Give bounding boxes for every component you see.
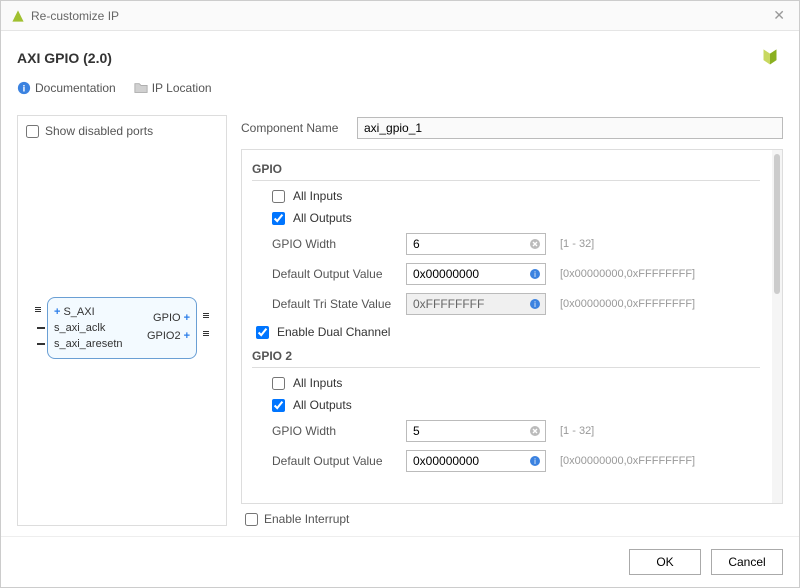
gpio2-width-row: GPIO Width [1 - 32] — [252, 420, 760, 442]
main-area: Show disabled ports +S_AXI s_axi_aclk s_… — [1, 105, 799, 536]
gpio-all-outputs-checkbox[interactable] — [272, 212, 285, 225]
ip-location-label: IP Location — [152, 81, 212, 95]
gpio-section-title: GPIO — [252, 162, 760, 181]
button-bar: OK Cancel — [1, 536, 799, 587]
pin-stub-aclk — [37, 327, 45, 329]
gpio2-all-outputs-row[interactable]: All Outputs — [252, 398, 760, 412]
app-logo-icon — [11, 9, 25, 23]
port-gpio: GPIO+ — [153, 312, 190, 324]
gpio2-default-out-input[interactable] — [406, 450, 546, 472]
enable-dual-row[interactable]: Enable Dual Channel — [252, 325, 760, 339]
block-preview: +S_AXI s_axi_aclk s_axi_aresetn GPIO+ GP… — [26, 138, 218, 517]
gpio2-width-range: [1 - 32] — [560, 425, 594, 437]
vendor-logo-icon — [757, 45, 783, 71]
cancel-button[interactable]: Cancel — [711, 549, 783, 575]
gpio-width-range: [1 - 32] — [560, 238, 594, 250]
gpio-tri-input — [406, 293, 546, 315]
gpio2-all-outputs-label: All Outputs — [293, 398, 352, 412]
component-name-input[interactable] — [357, 117, 783, 139]
header: AXI GPIO (2.0) — [1, 31, 799, 81]
info-icon[interactable]: i — [529, 455, 541, 467]
gpio-all-inputs-label: All Inputs — [293, 189, 342, 203]
documentation-label: Documentation — [35, 81, 116, 95]
svg-text:i: i — [534, 300, 536, 309]
port-aresetn: s_axi_aresetn — [54, 338, 123, 350]
component-name-label: Component Name — [241, 121, 349, 135]
gpio2-default-out-row: Default Output Value i [0x00000000,0xFFF… — [252, 450, 760, 472]
clear-icon[interactable] — [529, 238, 541, 250]
gpio-default-out-row: Default Output Value i [0x00000000,0xFFF… — [252, 263, 760, 285]
gpio-tri-range: [0x00000000,0xFFFFFFFF] — [560, 298, 695, 310]
documentation-link[interactable]: i Documentation — [17, 81, 116, 95]
ip-location-link[interactable]: IP Location — [134, 81, 212, 95]
gpio-width-row: GPIO Width [1 - 32] — [252, 233, 760, 255]
gpio-width-label: GPIO Width — [272, 237, 398, 251]
config-panel: Component Name GPIO All Inputs All Outpu… — [241, 115, 783, 526]
gpio2-section-title: GPIO 2 — [252, 349, 760, 368]
gpio2-width-label: GPIO Width — [272, 424, 398, 438]
enable-dual-checkbox[interactable] — [256, 326, 269, 339]
enable-interrupt-label: Enable Interrupt — [264, 512, 349, 526]
gpio-all-inputs-row[interactable]: All Inputs — [252, 189, 760, 203]
svg-text:i: i — [23, 84, 26, 95]
pin-stub-aresetn — [37, 343, 45, 345]
scroll-area: GPIO All Inputs All Outputs GPIO Width — [241, 149, 783, 504]
gpio-default-out-range: [0x00000000,0xFFFFFFFF] — [560, 268, 695, 280]
gpio2-width-input[interactable] — [406, 420, 546, 442]
gpio-tri-row: Default Tri State Value i [0x00000000,0x… — [252, 293, 760, 315]
gpio-all-outputs-label: All Outputs — [293, 211, 352, 225]
gpio2-all-inputs-row[interactable]: All Inputs — [252, 376, 760, 390]
window-title: Re-customize IP — [31, 9, 769, 23]
ok-button[interactable]: OK — [629, 549, 701, 575]
gpio2-all-outputs-checkbox[interactable] — [272, 399, 285, 412]
info-icon[interactable]: i — [529, 268, 541, 280]
bus-stub-gpio2 — [203, 331, 209, 336]
gpio2-default-out-range: [0x00000000,0xFFFFFFFF] — [560, 455, 695, 467]
show-disabled-checkbox[interactable]: Show disabled ports — [26, 124, 218, 138]
scroll-content: GPIO All Inputs All Outputs GPIO Width — [242, 150, 770, 503]
show-disabled-input[interactable] — [26, 125, 39, 138]
enable-dual-label: Enable Dual Channel — [277, 325, 390, 339]
toolbar: i Documentation IP Location — [1, 81, 799, 105]
port-gpio2: GPIO2+ — [147, 330, 190, 342]
bus-stub-gpio — [203, 313, 209, 318]
gpio2-all-inputs-label: All Inputs — [293, 376, 342, 390]
scrollbar[interactable] — [772, 150, 782, 503]
preview-panel: Show disabled ports +S_AXI s_axi_aclk s_… — [17, 115, 227, 526]
show-disabled-label: Show disabled ports — [45, 124, 153, 138]
gpio-tri-label: Default Tri State Value — [272, 297, 398, 311]
bus-stub-in — [35, 307, 41, 312]
ip-block: +S_AXI s_axi_aclk s_axi_aresetn GPIO+ GP… — [47, 297, 197, 359]
gpio2-default-out-label: Default Output Value — [272, 454, 398, 468]
gpio2-all-inputs-checkbox[interactable] — [272, 377, 285, 390]
port-s-axi: +S_AXI — [54, 306, 95, 318]
ip-title: AXI GPIO (2.0) — [17, 50, 757, 66]
port-aclk: s_axi_aclk — [54, 322, 105, 334]
close-icon[interactable]: ✕ — [769, 7, 789, 24]
dialog-window: Re-customize IP ✕ AXI GPIO (2.0) i Docum… — [0, 0, 800, 588]
gpio-default-out-label: Default Output Value — [272, 267, 398, 281]
folder-icon — [134, 81, 148, 95]
enable-interrupt-row[interactable]: Enable Interrupt — [241, 504, 783, 526]
scrollbar-thumb[interactable] — [774, 154, 780, 294]
gpio-all-outputs-row[interactable]: All Outputs — [252, 211, 760, 225]
component-name-row: Component Name — [241, 115, 783, 149]
gpio-default-out-input[interactable] — [406, 263, 546, 285]
info-icon: i — [17, 81, 31, 95]
svg-text:i: i — [534, 457, 536, 466]
clear-icon[interactable] — [529, 425, 541, 437]
svg-text:i: i — [534, 270, 536, 279]
gpio-width-input[interactable] — [406, 233, 546, 255]
info-icon[interactable]: i — [529, 298, 541, 310]
enable-interrupt-checkbox[interactable] — [245, 513, 258, 526]
gpio-all-inputs-checkbox[interactable] — [272, 190, 285, 203]
title-bar: Re-customize IP ✕ — [1, 1, 799, 31]
